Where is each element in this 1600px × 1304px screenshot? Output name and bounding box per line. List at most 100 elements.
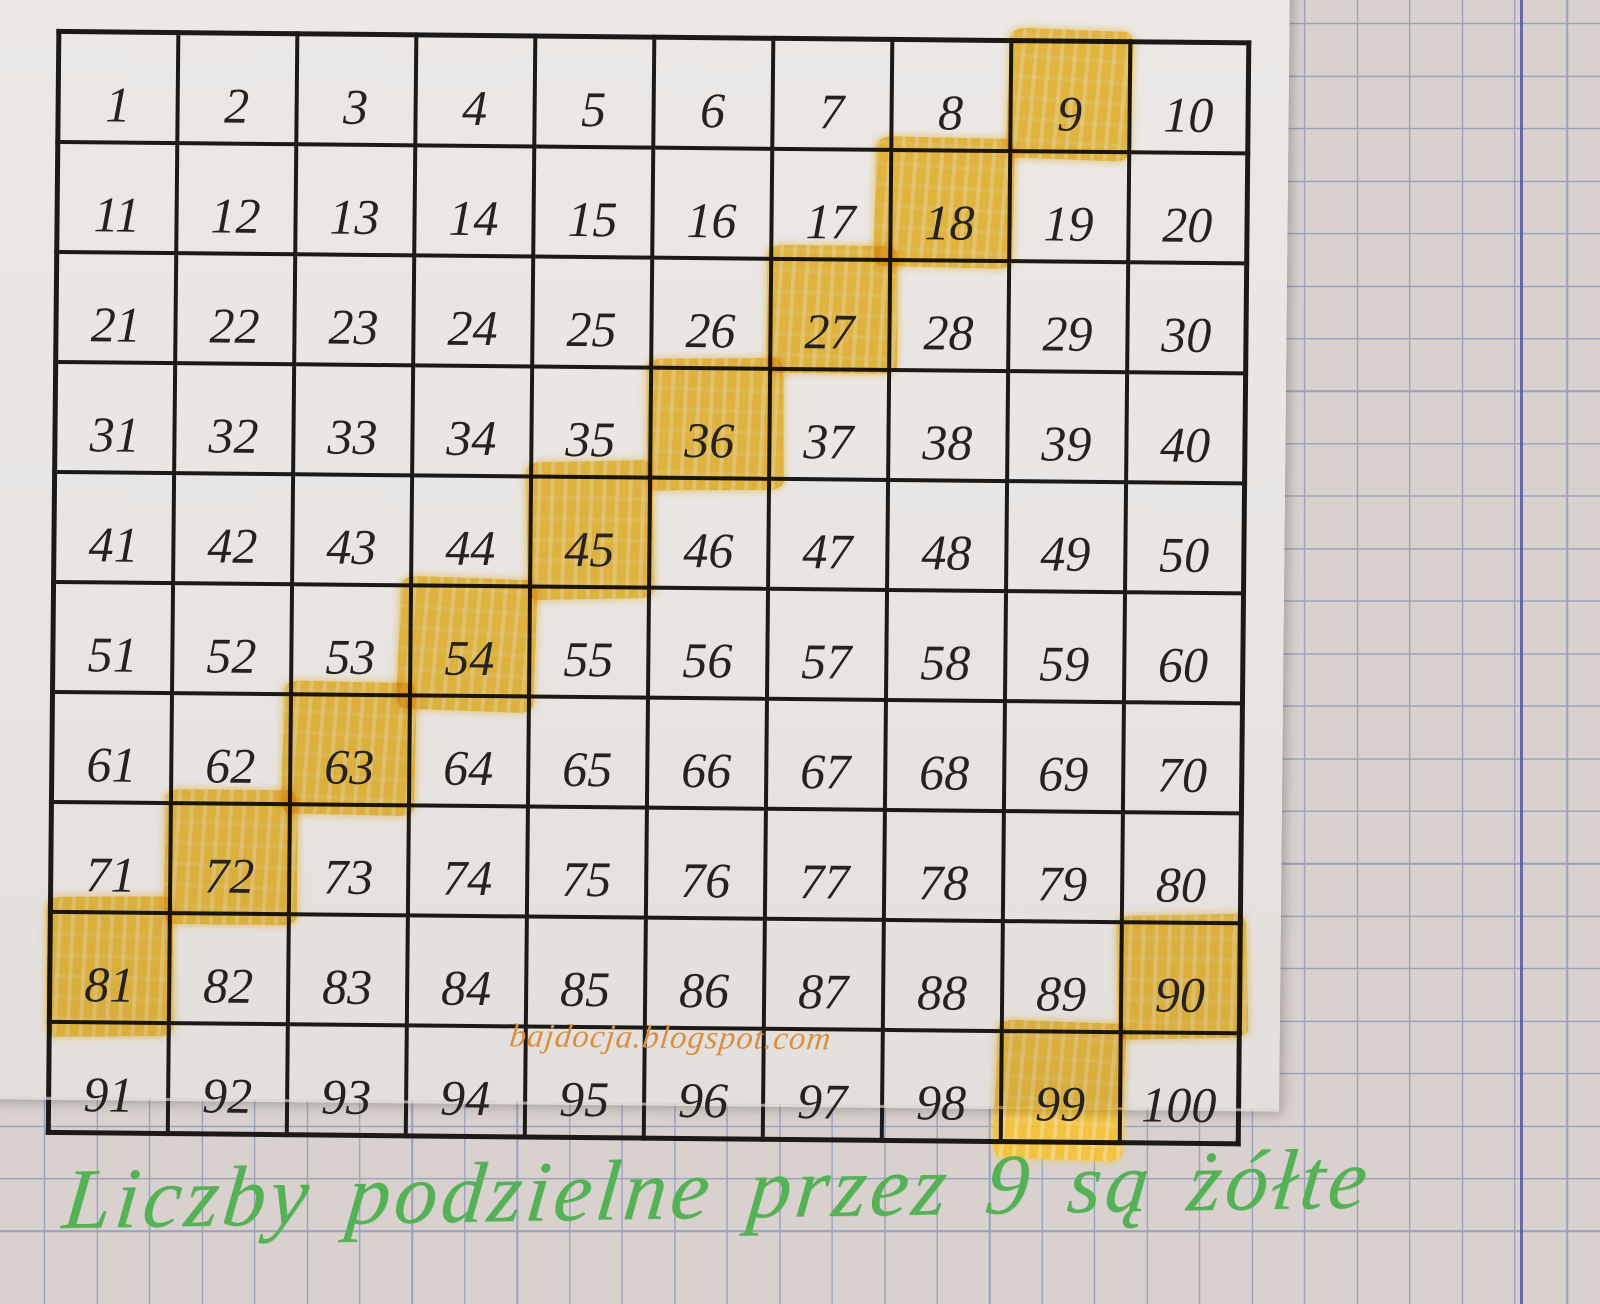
cell-number: 90 (1154, 966, 1206, 1023)
cell-number: 92 (201, 1067, 253, 1124)
number-cell: 75 (526, 806, 647, 918)
cell-number: 53 (325, 628, 376, 686)
cell-number: 29 (1042, 305, 1093, 362)
number-cell: 81 (46, 896, 174, 1037)
number-cell: 8 (890, 39, 1011, 152)
number-cell: 60 (1123, 592, 1244, 704)
number-cell: 98 (881, 1029, 1002, 1142)
number-cell: 54 (395, 575, 538, 714)
cell-number: 47 (802, 523, 853, 580)
cell-number: 31 (89, 406, 141, 463)
table-row: 41 42 43 44 45 46 47 48 49 50 (53, 459, 1245, 601)
cell-number: 9 (1056, 85, 1083, 142)
number-cell: 86 (644, 917, 765, 1029)
number-cell: 33 (292, 364, 413, 476)
cell-number: 52 (206, 627, 257, 684)
cell-number: 35 (565, 410, 616, 468)
cell-number: 4 (461, 79, 488, 137)
number-cell: 70 (1122, 702, 1243, 814)
number-cell: 88 (882, 919, 1003, 1032)
number-cell: 4 (414, 34, 535, 147)
number-cell: 69 (1003, 701, 1124, 813)
number-cell: 48 (886, 479, 1007, 592)
worksheet-paper: 1 2 3 4 5 6 7 8 9 10 11 12 13 14 15 16 17 18 19 20 21 22 23 24 2… (0, 0, 1290, 1109)
cell-number: 100 (1141, 1076, 1217, 1134)
number-cell: 34 (411, 365, 532, 477)
hundred-chart-body: 1 2 3 4 5 6 7 8 9 10 11 12 13 14 15 16 17 18 19 20 21 22 23 24 2… (46, 27, 1249, 1162)
number-cell: 51 (52, 581, 173, 694)
number-cell: 39 (1006, 371, 1127, 483)
number-cell: 21 (55, 251, 176, 364)
cell-number: 80 (1155, 856, 1207, 914)
number-cell: 56 (647, 587, 768, 699)
number-cell: 68 (884, 699, 1005, 812)
number-cell: 73 (288, 804, 409, 916)
hundred-chart-table: 1 2 3 4 5 6 7 8 9 10 11 12 13 14 15 16 17 18 19 20 21 22 23 24 2… (45, 27, 1252, 1162)
cell-number: 50 (1158, 526, 1210, 584)
number-cell: 43 (291, 474, 412, 586)
number-cell: 47 (767, 478, 888, 590)
number-cell: 63 (280, 680, 417, 817)
number-cell: 53 (290, 584, 411, 696)
number-cell: 62 (170, 693, 291, 805)
number-cell: 78 (883, 809, 1004, 922)
cell-number: 63 (324, 738, 375, 796)
cell-number: 77 (798, 853, 850, 910)
cell-number: 27 (804, 303, 855, 360)
cell-number: 19 (1043, 195, 1094, 252)
cell-number: 70 (1156, 746, 1208, 804)
cell-number: 24 (447, 299, 498, 357)
cell-number: 6 (699, 82, 726, 139)
number-cell: 42 (172, 473, 293, 585)
cell-number: 67 (800, 743, 851, 800)
cell-number: 23 (328, 298, 379, 356)
number-cell: 19 (1008, 151, 1129, 263)
cell-number: 87 (797, 963, 849, 1020)
number-cell: 27 (765, 244, 898, 375)
cell-number: 5 (580, 80, 607, 138)
cell-number: 78 (917, 854, 969, 911)
number-cell: 41 (53, 471, 174, 584)
number-cell: 28 (888, 259, 1009, 372)
cell-number: 25 (566, 300, 617, 358)
number-cell: 25 (531, 256, 652, 368)
cell-number: 18 (924, 194, 975, 251)
number-cell: 37 (768, 368, 889, 480)
cell-number: 39 (1041, 415, 1092, 472)
number-cell: 15 (532, 146, 653, 258)
cell-number: 69 (1038, 745, 1089, 802)
number-cell: 18 (872, 135, 1015, 270)
cell-number: 15 (567, 190, 618, 248)
cell-number: 20 (1162, 196, 1213, 254)
number-cell: 40 (1125, 372, 1246, 484)
cell-number: 66 (681, 741, 732, 799)
number-cell: 65 (527, 696, 648, 808)
number-cell: 58 (885, 589, 1006, 702)
cell-number: 96 (677, 1071, 729, 1129)
cell-number: 34 (446, 409, 497, 467)
cell-number: 17 (805, 193, 856, 250)
cell-number: 61 (86, 736, 137, 793)
number-cell: 89 (1001, 921, 1122, 1033)
cell-number: 3 (342, 78, 369, 135)
cell-number: 28 (923, 304, 974, 361)
cell-number: 68 (919, 744, 970, 801)
number-cell: 50 (1124, 482, 1245, 594)
number-cell: 7 (771, 38, 892, 150)
cell-number: 88 (916, 964, 968, 1021)
number-cell: 36 (645, 357, 784, 491)
number-cell: 84 (406, 915, 527, 1027)
number-cell: 9 (1004, 27, 1134, 162)
number-cell: 17 (770, 148, 891, 260)
cell-number: 56 (682, 631, 733, 689)
cell-number: 84 (440, 959, 492, 1017)
number-cell: 85 (525, 916, 646, 1028)
cell-number: 99 (1034, 1075, 1086, 1132)
number-cell: 82 (168, 913, 289, 1025)
cell-number: 60 (1157, 636, 1209, 694)
cell-number: 82 (202, 957, 254, 1014)
number-cell: 99 (992, 1019, 1127, 1162)
number-cell: 5 (533, 36, 654, 148)
table-row: 51 52 53 54 55 56 57 58 59 60 (52, 575, 1244, 714)
number-cell: 31 (54, 361, 175, 474)
